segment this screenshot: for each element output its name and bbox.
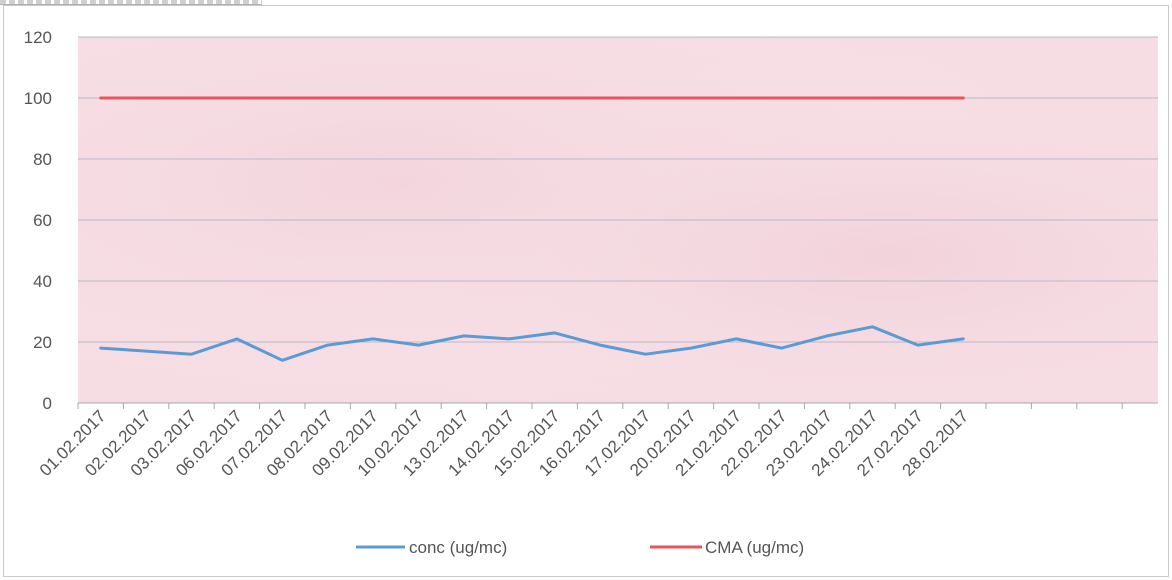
y-axis: 0 20 40 60 80 100 120: [24, 28, 52, 413]
y-tick-label: 40: [33, 272, 52, 291]
series-line-conc: [99, 325, 965, 362]
legend-label: CMA (ug/mc): [705, 538, 804, 557]
top-rule: [0, 0, 262, 5]
series-layer: [99, 96, 965, 362]
y-tick-label: 20: [33, 333, 52, 352]
y-tick-label: 80: [33, 150, 52, 169]
y-tick-label: 100: [24, 89, 52, 108]
y-tick-label: 0: [43, 394, 52, 413]
y-tick-label: 120: [24, 28, 52, 47]
x-axis: 01.02.201702.02.201703.02.201706.02.2017…: [36, 402, 1158, 480]
legend-label: conc (ug/mc): [409, 538, 507, 557]
y-tick-label: 60: [33, 211, 52, 230]
legend: conc (ug/mc) CMA (ug/mc): [356, 538, 804, 557]
